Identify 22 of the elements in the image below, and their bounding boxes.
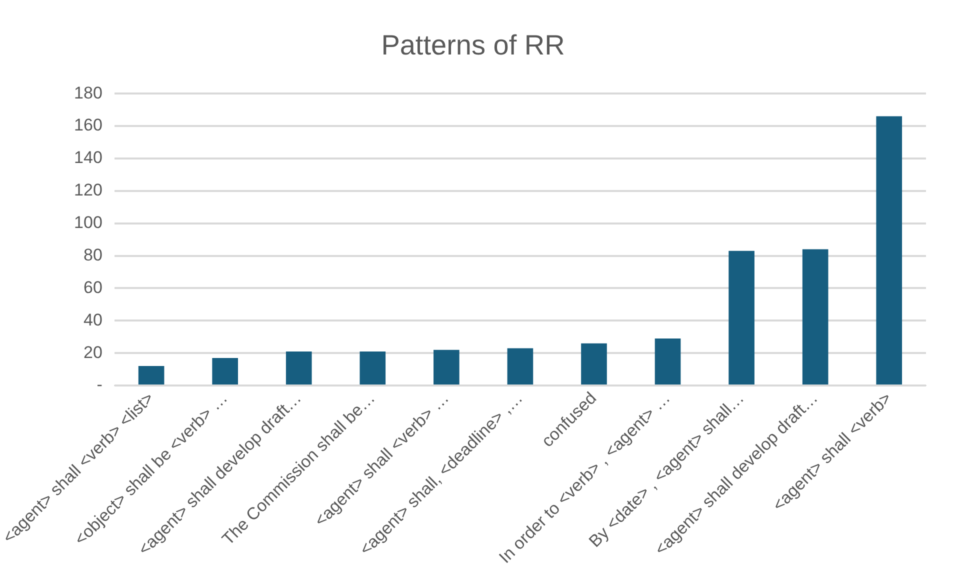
y-tick-label: 100 (74, 213, 102, 232)
bar (507, 348, 534, 385)
y-tick-label: - (96, 375, 102, 394)
bar (654, 338, 681, 385)
y-tick-label: 20 (83, 342, 102, 362)
y-tick-label: 140 (74, 148, 102, 168)
y-tick-label: 40 (83, 310, 102, 330)
y-tick-label: 60 (83, 278, 102, 297)
bar (212, 358, 238, 385)
bar (802, 249, 828, 385)
y-tick-label: 180 (74, 83, 102, 102)
bar (581, 343, 607, 385)
y-tick-label: 120 (74, 180, 102, 200)
bar (360, 351, 386, 385)
bar (876, 116, 902, 385)
bar (434, 350, 460, 385)
bar (286, 351, 312, 385)
bar (138, 366, 164, 385)
y-tick-label: 160 (74, 116, 102, 135)
bar (728, 250, 754, 385)
y-tick-label: 80 (83, 245, 102, 264)
chart-title: Patterns of RR (381, 30, 565, 61)
